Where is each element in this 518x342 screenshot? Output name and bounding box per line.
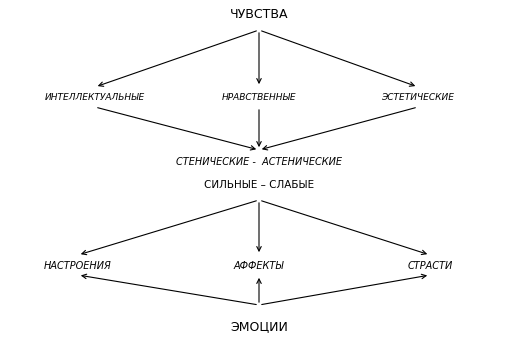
Text: СИЛЬНЫЕ – СЛАБЫЕ: СИЛЬНЫЕ – СЛАБЫЕ bbox=[204, 180, 314, 190]
Text: АФФЕКТЫ: АФФЕКТЫ bbox=[234, 261, 284, 271]
Text: СТРАСТИ: СТРАСТИ bbox=[407, 261, 453, 271]
Text: СТЕНИЧЕСКИЕ -  АСТЕНИЧЕСКИЕ: СТЕНИЧЕСКИЕ - АСТЕНИЧЕСКИЕ bbox=[176, 157, 342, 167]
Text: ИНТЕЛЛЕКТУАЛЬНЫЕ: ИНТЕЛЛЕКТУАЛЬНЫЕ bbox=[45, 92, 145, 102]
Text: ЭМОЦИИ: ЭМОЦИИ bbox=[230, 320, 288, 333]
Text: НРАВСТВЕННЫЕ: НРАВСТВЕННЫЕ bbox=[222, 92, 296, 102]
Text: ЧУВСТВА: ЧУВСТВА bbox=[230, 8, 288, 21]
Text: ЭСТЕТИЧЕСКИЕ: ЭСТЕТИЧЕСКИЕ bbox=[381, 92, 454, 102]
Text: НАСТРОЕНИЯ: НАСТРОЕНИЯ bbox=[44, 261, 112, 271]
